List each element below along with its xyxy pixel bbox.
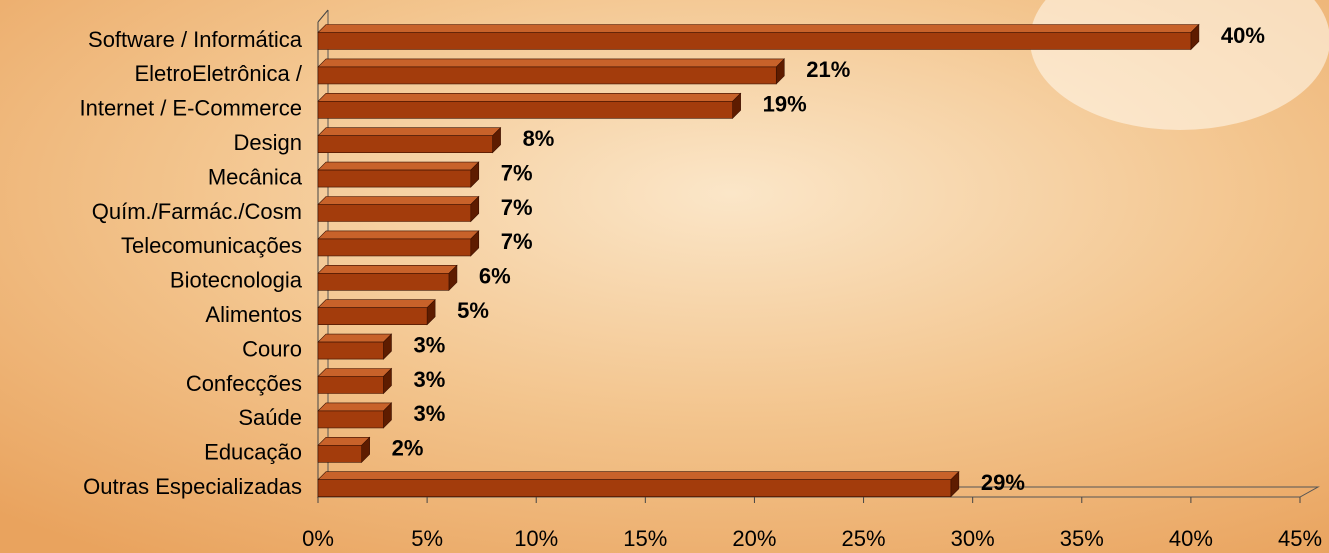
- bar-face: [317, 24, 1200, 33]
- bar-face: [317, 127, 502, 136]
- bar-face: [317, 471, 960, 481]
- bar: [317, 92, 742, 120]
- value-label: 3%: [413, 367, 445, 392]
- value-label: 7%: [501, 229, 533, 254]
- y-tick-label: Educação: [204, 440, 302, 465]
- bar: [317, 333, 393, 360]
- bar-face: [317, 58, 785, 68]
- bar-face: [317, 444, 362, 463]
- bar: [317, 58, 785, 85]
- x-tick-label: 45%: [1278, 526, 1322, 551]
- axis-corner: [317, 9, 329, 23]
- bar: [317, 161, 480, 188]
- x-tick-label: 40%: [1169, 526, 1213, 551]
- bar-face: [317, 436, 371, 446]
- bar: [317, 436, 371, 464]
- x-tick-label: 10%: [514, 526, 558, 551]
- y-tick-label: Telecomunicações: [121, 233, 302, 258]
- y-tick-label: Confecções: [186, 371, 302, 396]
- bar-face: [317, 32, 1192, 50]
- bar: [317, 402, 393, 429]
- x-tick-label: 20%: [732, 526, 776, 551]
- bar-face: [317, 101, 733, 119]
- bar-face: [317, 368, 393, 377]
- bar-face: [317, 272, 450, 291]
- bar: [317, 298, 436, 326]
- bar-face: [317, 161, 480, 171]
- y-tick-label: Quím./Farmác./Cosm: [92, 199, 302, 224]
- bar-face: [317, 93, 742, 102]
- bar-face: [317, 402, 393, 412]
- x-tick-label: 5%: [411, 526, 443, 551]
- bar: [317, 195, 480, 223]
- x-tick-label: 25%: [842, 526, 886, 551]
- bar: [317, 230, 480, 257]
- value-label: 7%: [501, 195, 533, 220]
- bar-face: [317, 333, 393, 343]
- y-tick-label: Couro: [242, 336, 302, 361]
- bar-face: [317, 341, 384, 360]
- bar-face: [317, 230, 480, 240]
- bar: [317, 367, 393, 395]
- y-tick-label: Mecânica: [208, 164, 303, 189]
- y-tick-label: Saúde: [238, 405, 302, 430]
- value-label: 40%: [1221, 23, 1265, 48]
- x-tick-label: 0%: [302, 526, 334, 551]
- y-tick-label: Software / Informática: [88, 27, 303, 52]
- value-label: 5%: [457, 298, 489, 323]
- bar-face: [317, 264, 458, 274]
- y-tick-label: Biotecnologia: [170, 268, 303, 293]
- y-tick-label: Internet / E-Commerce: [79, 96, 302, 121]
- bar: [317, 126, 502, 154]
- x-tick-label: 30%: [951, 526, 995, 551]
- bar-face: [317, 66, 777, 85]
- x-tick-label: 35%: [1060, 526, 1104, 551]
- y-tick-label: Alimentos: [205, 302, 302, 327]
- value-label: 8%: [523, 126, 555, 151]
- bar-face: [317, 238, 472, 257]
- bar-face: [317, 135, 493, 153]
- value-label: 7%: [501, 160, 533, 185]
- y-tick-label: Design: [234, 130, 302, 155]
- value-label: 2%: [392, 436, 424, 461]
- bar-face: [317, 169, 472, 188]
- bar: [317, 264, 458, 292]
- bar-face: [317, 307, 428, 326]
- bar-face: [317, 376, 384, 394]
- value-label: 6%: [479, 264, 511, 289]
- value-label: 3%: [413, 332, 445, 357]
- value-label: 21%: [806, 57, 850, 82]
- y-tick-label: Outras Especializadas: [83, 474, 302, 499]
- value-label: 3%: [413, 401, 445, 426]
- bar-face: [317, 299, 436, 309]
- bar-face: [317, 479, 952, 498]
- x-tick-label: 15%: [623, 526, 667, 551]
- bar: [317, 470, 960, 498]
- bar-face: [317, 410, 384, 429]
- bar-face: [317, 204, 472, 222]
- bar-face: [317, 196, 480, 205]
- bar: [317, 23, 1200, 51]
- value-label: 19%: [763, 92, 807, 117]
- value-label: 29%: [981, 470, 1025, 495]
- y-tick-label: EletroEletrônica /: [134, 61, 302, 86]
